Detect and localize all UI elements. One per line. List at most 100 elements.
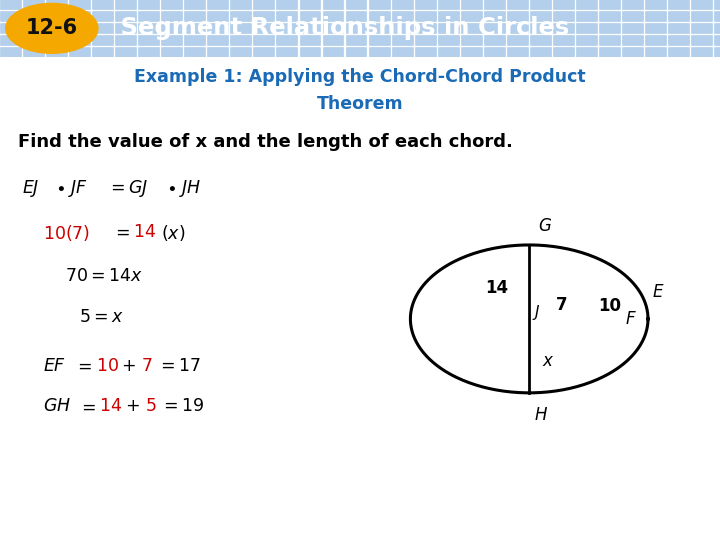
Bar <box>369 47 390 57</box>
Bar <box>622 0 643 9</box>
Text: $GJ$: $GJ$ <box>128 178 148 199</box>
Bar <box>415 23 436 33</box>
Bar <box>691 11 712 21</box>
Bar <box>484 11 505 21</box>
Bar <box>392 11 413 21</box>
Bar <box>576 47 597 57</box>
Bar <box>507 23 528 33</box>
Bar <box>23 23 44 33</box>
Bar <box>553 11 574 21</box>
Bar <box>599 11 620 21</box>
Bar <box>415 47 436 57</box>
Bar <box>461 23 482 33</box>
Bar <box>230 23 251 33</box>
Bar <box>668 0 689 9</box>
Text: $10$: $10$ <box>96 357 119 375</box>
Bar <box>346 11 366 21</box>
Bar <box>668 35 689 45</box>
Bar <box>484 0 505 9</box>
Bar <box>161 0 182 9</box>
Bar <box>691 35 712 45</box>
Text: $14$: $14$ <box>133 222 156 240</box>
Text: $JH$: $JH$ <box>179 178 201 199</box>
Ellipse shape <box>6 3 98 53</box>
Bar <box>668 47 689 57</box>
Text: Find the value of x and the length of each chord.: Find the value of x and the length of ea… <box>18 133 513 151</box>
Bar <box>69 0 90 9</box>
Bar <box>46 23 67 33</box>
Text: $(x)$: $(x)$ <box>161 222 185 242</box>
Bar <box>507 0 528 9</box>
Bar <box>645 35 666 45</box>
Bar <box>714 11 720 21</box>
Bar <box>438 11 459 21</box>
Bar <box>92 35 113 45</box>
Bar <box>323 0 343 9</box>
Bar <box>530 35 551 45</box>
Bar <box>0 0 21 9</box>
Bar <box>438 35 459 45</box>
Bar <box>530 23 551 33</box>
Text: F: F <box>626 310 635 328</box>
Bar <box>276 35 297 45</box>
Bar <box>576 0 597 9</box>
Bar <box>300 47 320 57</box>
Bar <box>161 47 182 57</box>
Bar <box>415 11 436 21</box>
Bar <box>276 11 297 21</box>
Bar <box>69 35 90 45</box>
Bar <box>714 23 720 33</box>
Bar <box>461 35 482 45</box>
Bar <box>415 35 436 45</box>
Bar <box>69 23 90 33</box>
Bar <box>138 35 159 45</box>
Bar <box>438 0 459 9</box>
Bar <box>276 47 297 57</box>
Bar <box>392 35 413 45</box>
Bar <box>253 35 274 45</box>
Bar <box>323 47 343 57</box>
Bar <box>184 35 205 45</box>
Bar <box>23 11 44 21</box>
Bar <box>69 47 90 57</box>
Bar <box>161 11 182 21</box>
Bar <box>691 23 712 33</box>
Text: $+$: $+$ <box>121 357 135 375</box>
Bar <box>207 35 228 45</box>
Bar <box>253 11 274 21</box>
Bar <box>346 35 366 45</box>
Bar <box>622 11 643 21</box>
Bar <box>253 23 274 33</box>
Bar <box>507 47 528 57</box>
Bar <box>599 35 620 45</box>
Bar <box>230 47 251 57</box>
Bar <box>438 23 459 33</box>
Bar <box>553 0 574 9</box>
Text: $EF$: $EF$ <box>43 357 66 375</box>
Bar <box>576 11 597 21</box>
Text: $= 19$: $= 19$ <box>160 397 204 415</box>
Text: 12-6: 12-6 <box>26 18 78 38</box>
Bar <box>184 47 205 57</box>
Bar <box>369 11 390 21</box>
Bar <box>300 35 320 45</box>
Bar <box>46 0 67 9</box>
Bar <box>645 11 666 21</box>
Bar <box>415 0 436 9</box>
Text: Segment Relationships in Circles: Segment Relationships in Circles <box>112 16 569 40</box>
Bar <box>161 35 182 45</box>
Bar <box>714 35 720 45</box>
Bar <box>323 23 343 33</box>
Bar <box>115 11 136 21</box>
Bar <box>230 11 251 21</box>
Bar <box>115 35 136 45</box>
Bar <box>230 0 251 9</box>
Text: $5$: $5$ <box>145 397 156 415</box>
Text: Copyright © by Holt Mc.Dougal. All Rights Reserved.: Copyright © by Holt Mc.Dougal. All Right… <box>437 517 711 528</box>
Text: 14: 14 <box>485 279 508 296</box>
Bar <box>0 35 21 45</box>
Bar <box>346 0 366 9</box>
Bar <box>392 47 413 57</box>
Bar <box>115 0 136 9</box>
Text: Theorem: Theorem <box>317 95 403 113</box>
